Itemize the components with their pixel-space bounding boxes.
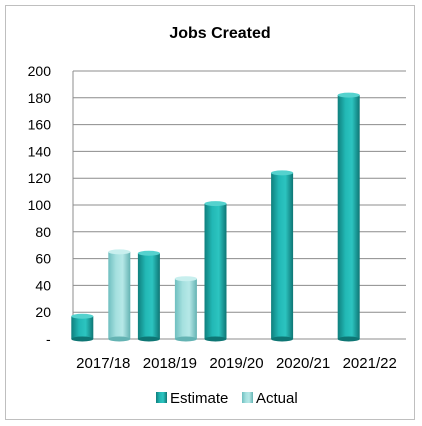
bars [71,92,360,342]
x-tick-label: 2020/21 [276,355,330,372]
bar-estimate [71,313,94,342]
y-tick-label: - [46,331,51,347]
legend-item-estimate: Estimate [156,390,228,407]
bar-estimate [337,92,360,342]
x-tick-label: 2019/20 [209,355,263,372]
legend-swatch [156,392,167,403]
x-axis-ticks: 2017/18 2018/19 2019/20 2020/21 2021/22 [76,355,397,372]
legend-item-actual: Actual [242,390,298,407]
legend-swatch [242,392,253,403]
y-tick-label: 80 [35,224,51,240]
x-tick-label: 2021/22 [343,355,397,372]
y-tick-label: 180 [28,90,52,106]
chart-frame: Jobs Created - 20 40 60 80 100 120 140 160 180 200… [5,5,415,420]
y-tick-label: 160 [28,117,52,133]
y-tick-label: 40 [35,277,51,293]
x-tick-label: 2017/18 [76,355,130,372]
legend-label: Actual [256,390,298,407]
bar-estimate [271,170,294,342]
legend: Estimate Actual [156,390,298,407]
y-tick-label: 20 [35,304,51,320]
y-tick-label: 140 [28,143,52,159]
bar-estimate [137,250,160,342]
y-tick-label: 120 [28,170,52,186]
chart-svg: Jobs Created - 20 40 60 80 100 120 140 160 180 200… [28,25,406,407]
y-axis-ticks: - 20 40 60 80 100 120 140 160 180 200 [28,63,52,347]
y-tick-label: 60 [35,251,51,267]
y-tick-label: 200 [28,63,52,79]
bar-actual [108,249,131,342]
legend-label: Estimate [170,390,228,407]
x-tick-label: 2018/19 [143,355,197,372]
bar-estimate [204,201,227,342]
chart-title: Jobs Created [169,25,270,42]
bar-actual [174,276,197,342]
y-tick-label: 100 [28,197,52,213]
